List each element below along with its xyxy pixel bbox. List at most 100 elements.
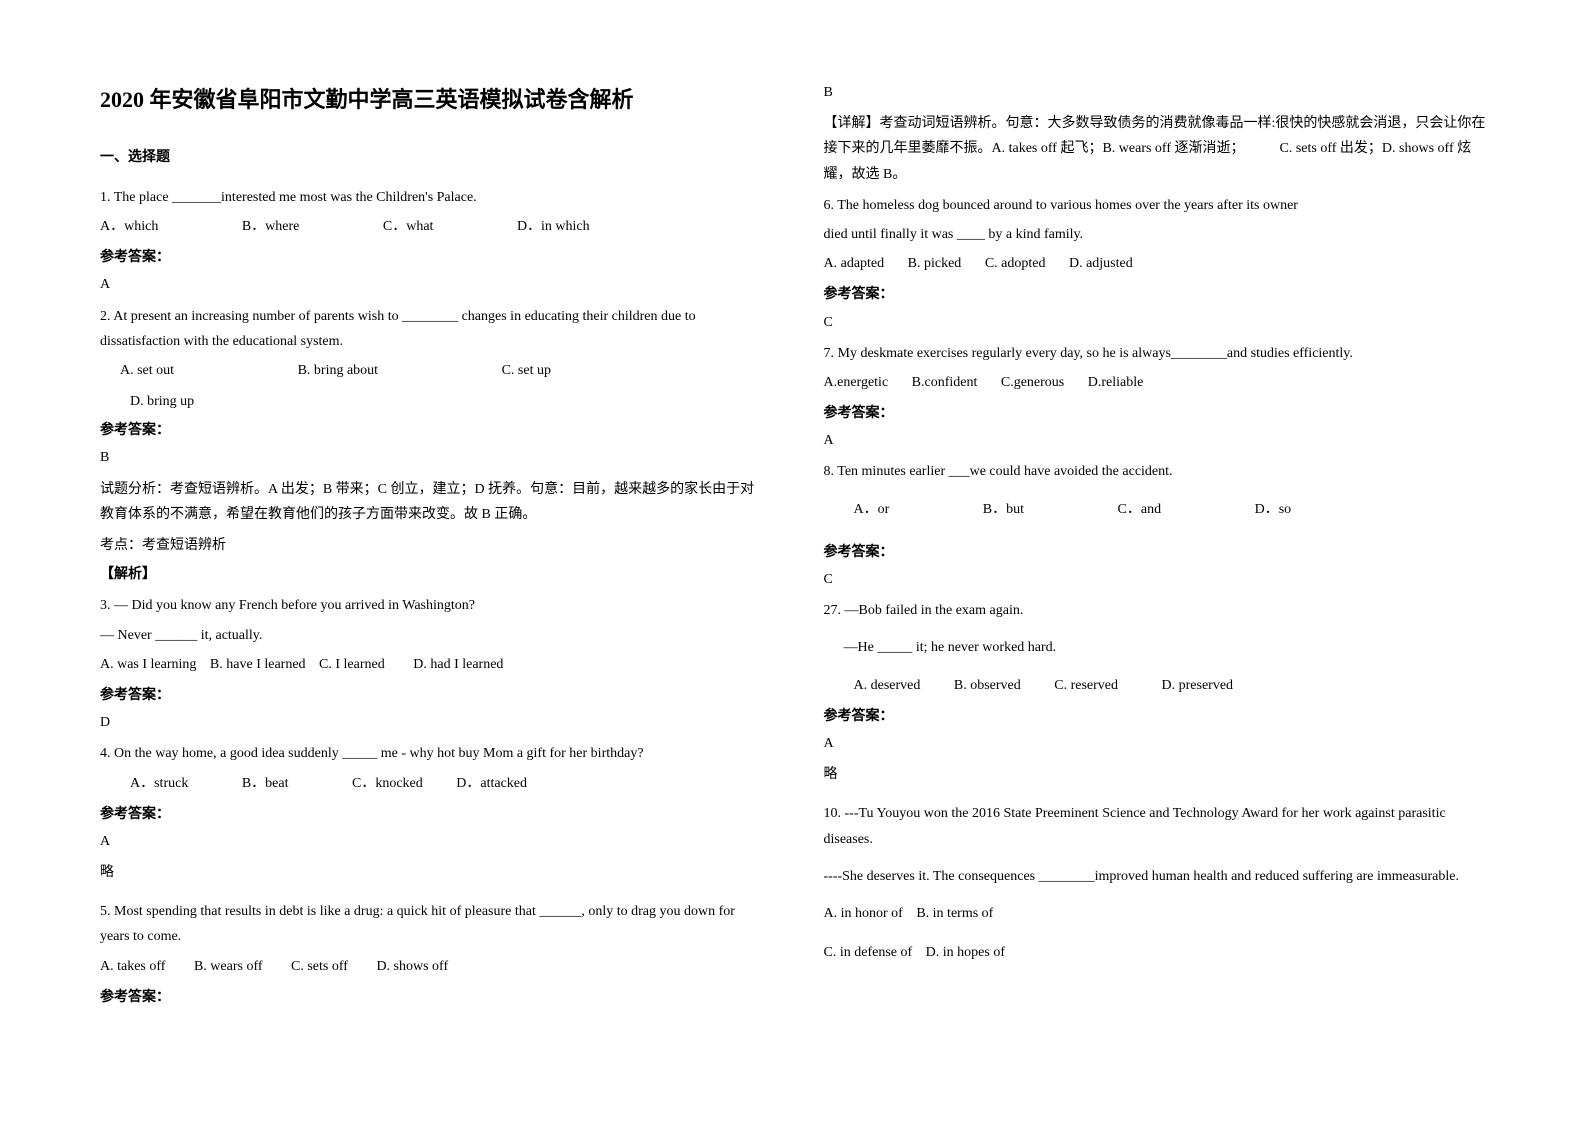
question-text: 6. The homeless dog bounced around to va…: [824, 193, 1488, 218]
question-text: 27. —Bob failed in the exam again.: [824, 598, 1488, 623]
options-row2: C. in defense of D. in hopes of: [824, 940, 1488, 965]
omit-note: 略: [100, 860, 764, 885]
question-text-2: — Never ______ it, actually.: [100, 623, 764, 648]
explanation: 试题分析：考查短语辨析。A 出发；B 带来；C 创立，建立；D 抚养。句意：目前…: [100, 477, 764, 527]
question-5-cont: B 【详解】考查动词短语辨析。句意：大多数导致债务的消费就像毒品一样:很快的快感…: [824, 80, 1488, 187]
section-heading: 一、选择题: [100, 145, 764, 170]
answer-label: 参考答案：: [824, 704, 1488, 729]
question-text: 7. My deskmate exercises regularly every…: [824, 341, 1488, 366]
document-title: 2020 年安徽省阜阳市文勤中学高三英语模拟试卷含解析: [100, 80, 764, 120]
question-text-2: ----She deserves it. The consequences __…: [824, 864, 1488, 889]
option-b: B．beat: [242, 771, 289, 796]
question-text: 5. Most spending that results in debt is…: [100, 899, 764, 949]
question-8: 8. Ten minutes earlier ___we could have …: [824, 459, 1488, 592]
option-c: C. reserved: [1054, 673, 1118, 698]
page-container: 2020 年安徽省阜阳市文勤中学高三英语模拟试卷含解析 一、选择题 1. The…: [100, 80, 1487, 1016]
question-10: 10. ---Tu Youyou won the 2016 State Pree…: [824, 801, 1488, 965]
option-a: A. set out: [120, 358, 174, 383]
option-b: B.confident: [912, 370, 978, 395]
option-c: C. sets off: [291, 954, 348, 979]
question-text: 2. At present an increasing number of pa…: [100, 304, 764, 354]
answer-label: 参考答案：: [100, 245, 764, 270]
question-6: 6. The homeless dog bounced around to va…: [824, 193, 1488, 335]
option-c: C. in defense of: [824, 940, 913, 965]
answer-label: 参考答案：: [100, 985, 764, 1010]
option-d: D. in hopes of: [926, 940, 1005, 965]
option-b: B. have I learned: [210, 652, 306, 677]
option-b: B. observed: [954, 673, 1021, 698]
option-c: C. I learned: [319, 652, 385, 677]
option-d: D．so: [1255, 497, 1292, 522]
right-column: B 【详解】考查动词短语辨析。句意：大多数导致债务的消费就像毒品一样:很快的快感…: [824, 80, 1488, 1016]
answer-value: A: [824, 731, 1488, 756]
option-d: D. shows off: [376, 954, 448, 979]
options-row1: A. in honor of B. in terms of: [824, 901, 1488, 926]
omit-note: 略: [824, 762, 1488, 787]
question-text: 3. — Did you know any French before you …: [100, 593, 764, 618]
option-d: D. preserved: [1162, 673, 1234, 698]
question-text-2: —He _____ it; he never worked hard.: [824, 635, 1488, 660]
option-a: A. deserved: [854, 673, 921, 698]
option-b: B. in terms of: [916, 901, 993, 926]
option-d: D．in which: [517, 214, 590, 239]
question-text-2: died until finally it was ____ by a kind…: [824, 222, 1488, 247]
option-d: D. had I learned: [413, 652, 503, 677]
answer-value: A: [100, 829, 764, 854]
option-c: C.generous: [1001, 370, 1064, 395]
question-5: 5. Most spending that results in debt is…: [100, 899, 764, 1010]
answer-value: A: [100, 272, 764, 297]
option-a: A．which: [100, 214, 158, 239]
option-d: D. bring up: [100, 389, 764, 414]
option-c: C．knocked: [352, 771, 423, 796]
option-b: B．but: [983, 497, 1024, 522]
option-b: B. picked: [908, 251, 962, 276]
question-text: 1. The place _______interested me most w…: [100, 185, 764, 210]
options: A．or B．but C．and D．so: [824, 497, 1488, 522]
options: A. deserved B. observed C. reserved D. p…: [824, 673, 1488, 698]
option-a: A. in honor of: [824, 901, 903, 926]
question-text: 10. ---Tu Youyou won the 2016 State Pree…: [824, 801, 1488, 851]
option-c: C. set up: [502, 358, 551, 383]
question-1: 1. The place _______interested me most w…: [100, 185, 764, 298]
option-a: A.energetic: [824, 370, 889, 395]
explain-label: 【解析】: [100, 562, 764, 587]
option-d: D. adjusted: [1069, 251, 1133, 276]
left-column: 2020 年安徽省阜阳市文勤中学高三英语模拟试卷含解析 一、选择题 1. The…: [100, 80, 764, 1016]
question-text: 4. On the way home, a good idea suddenly…: [100, 741, 764, 766]
question-7: 7. My deskmate exercises regularly every…: [824, 341, 1488, 454]
option-a: A. takes off: [100, 954, 165, 979]
options: A．struck B．beat C．knocked D．attacked: [100, 771, 764, 796]
explanation: 【详解】考查动词短语辨析。句意：大多数导致债务的消费就像毒品一样:很快的快感就会…: [824, 111, 1488, 187]
answer-value: C: [824, 567, 1488, 592]
question-3: 3. — Did you know any French before you …: [100, 593, 764, 735]
options: A.energetic B.confident C.generous D.rel…: [824, 370, 1488, 395]
options: A. adapted B. picked C. adopted D. adjus…: [824, 251, 1488, 276]
option-c: C. adopted: [985, 251, 1046, 276]
answer-value: B: [100, 445, 764, 470]
answer-value: A: [824, 428, 1488, 453]
options: A. takes off B. wears off C. sets off D.…: [100, 954, 764, 979]
options: A. set out B. bring about C. set up: [100, 358, 764, 383]
question-27: 27. —Bob failed in the exam again. —He _…: [824, 598, 1488, 787]
answer-label: 参考答案：: [100, 683, 764, 708]
option-b: B．where: [242, 214, 300, 239]
question-2: 2. At present an increasing number of pa…: [100, 304, 764, 588]
option-d: D．attacked: [456, 771, 527, 796]
option-b: B. wears off: [194, 954, 263, 979]
question-4: 4. On the way home, a good idea suddenly…: [100, 741, 764, 885]
option-b: B. bring about: [298, 358, 379, 383]
answer-value: D: [100, 710, 764, 735]
option-a: A. was I learning: [100, 652, 196, 677]
answer-label: 参考答案：: [824, 540, 1488, 565]
option-c: C．and: [1118, 497, 1162, 522]
question-text: 8. Ten minutes earlier ___we could have …: [824, 459, 1488, 484]
answer-label: 参考答案：: [100, 802, 764, 827]
option-c: C．what: [383, 214, 434, 239]
answer-value: B: [824, 80, 1488, 105]
answer-label: 参考答案：: [100, 418, 764, 443]
option-a: A．or: [854, 497, 890, 522]
answer-value: C: [824, 310, 1488, 335]
option-a: A. adapted: [824, 251, 885, 276]
option-a: A．struck: [130, 771, 188, 796]
answer-label: 参考答案：: [824, 401, 1488, 426]
